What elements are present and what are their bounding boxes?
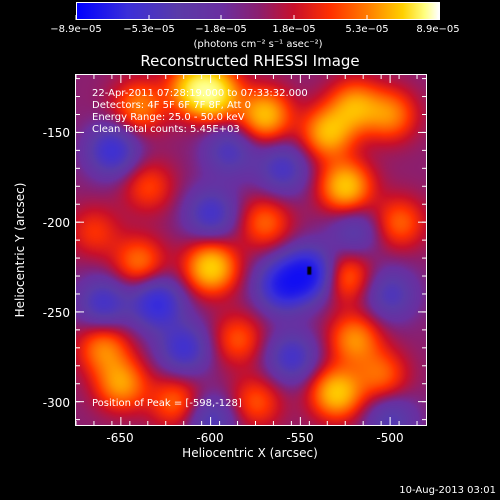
chart-title: Reconstructed RHESSI Image [140,52,360,70]
colorbar-label-2: −1.8e−05 [195,24,247,35]
colorbar-label-4: 5.3e−05 [345,24,389,35]
colorbar-unit: (photons cm⁻² s⁻¹ asec⁻²) [193,39,323,50]
peak-position-label: Position of Peak = [-598,-128] [92,398,242,409]
y-tick-label: -150 [42,126,70,140]
timestamp: 10-Aug-2013 03:01 [399,485,496,496]
colorbar [76,2,440,20]
colorbar-ticks [75,15,439,20]
colorbar-label-1: −5.3e−05 [123,24,175,35]
y-tick-label: -200 [42,216,70,230]
y-tick-label: -300 [42,396,70,410]
y-tick-label: -250 [42,306,70,320]
plot-area: 22-Apr-2011 07:28:19.000 to 07:33:32.000… [75,74,427,426]
annotation-detectors: Detectors: 4F 5F 6F 7F 8F, Att 0 [92,100,252,111]
x-tick-label: -550 [286,431,314,445]
y-axis-label: Heliocentric Y (arcsec) [13,182,27,318]
x-tick-label: -500 [376,431,404,445]
colorbar-label-5: 8.9e−05 [416,24,460,35]
colorbar-label-0: −8.9e−05 [50,24,102,35]
heatmap-image [76,75,426,425]
annotation-counts: Clean Total counts: 5.45E+03 [92,124,240,135]
x-axis-label: Heliocentric X (arcsec) [182,446,318,460]
colorbar-label-3: 1.8e−05 [272,24,316,35]
x-tick-label: -600 [196,431,224,445]
x-tick-label: -650 [106,431,134,445]
annotation-time: 22-Apr-2011 07:28:19.000 to 07:33:32.000 [92,88,308,99]
annotation-energy: Energy Range: 25.0 - 50.0 keV [92,112,245,123]
